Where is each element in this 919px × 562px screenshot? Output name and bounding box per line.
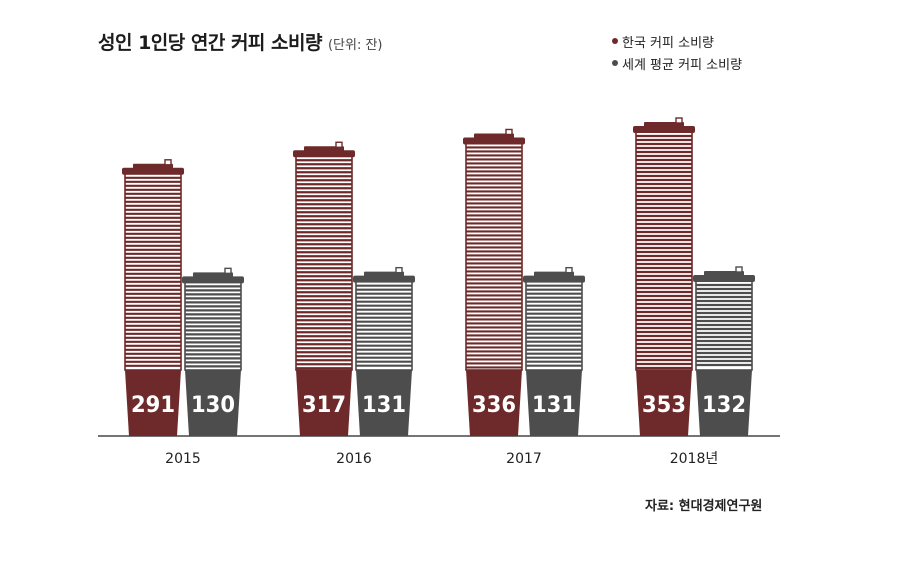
bar-lid-top-world-2017 [534,271,574,277]
bar-lid-top-korea-2018년 [644,122,684,127]
bar-lid-top-world-2016 [364,271,404,277]
bar-cup-world-2015 [185,370,241,436]
legend-marker-korea [612,38,618,44]
bar-lid-tab-korea-2016 [335,141,343,148]
bar-stripes-world-2015 [185,285,241,368]
data-label-world-2016: 131 [362,393,406,418]
bar-cup-world-2018년 [696,370,752,436]
legend-marker-world [612,60,618,66]
bar-lid-world-2017 [523,275,585,283]
x-tick-label-2015: 2015 [165,451,201,467]
bar-lid-korea-2016 [293,150,355,158]
x-tick-label-2017: 2017 [506,451,542,467]
bar-lid-top-korea-2016 [304,146,344,152]
data-label-world-2017: 131 [532,393,576,418]
data-label-korea-2015: 291 [131,393,175,418]
bar-cup-world-2016 [356,370,412,436]
bar-lid-tab-world-2016 [395,266,403,274]
bar-stripes-world-2017 [526,284,582,367]
bar-lid-tab-korea-2015 [164,159,172,166]
legend: 한국 커피 소비량 세계 평균 커피 소비량 [612,30,742,74]
data-label-korea-2016: 317 [302,393,346,418]
x-tick-label-2018년: 2018년 [670,451,719,467]
legend-item-world: 세계 평균 커피 소비량 [612,52,742,74]
bar-stripes-korea-2015 [125,176,181,367]
bar-cup-korea-2016 [296,370,352,436]
bar-lid-top-world-2015 [193,272,233,278]
chart-title-block: 성인 1인당 연간 커피 소비량 (단위: 잔) [98,28,383,55]
x-tick-label-2016: 2016 [336,451,372,467]
bar-lid-world-2015 [182,276,244,284]
data-label-world-2018년: 132 [702,393,746,418]
bar-stripes-korea-2017 [466,146,522,369]
chart-title: 성인 1인당 연간 커피 소비량 [98,32,322,54]
bar-lid-tab-world-2017 [565,266,573,274]
bar-lid-korea-2015 [122,167,184,175]
chart-unit: (단위: 잔) [327,38,383,53]
bar-lid-korea-2018년 [633,126,695,133]
bar-cup-world-2017 [526,370,582,436]
bar-stripes-korea-2018년 [636,134,692,370]
bar-cup-korea-2017 [466,370,522,436]
data-label-korea-2017: 336 [472,393,516,418]
data-label-world-2015: 130 [191,393,235,418]
source-note: 자료: 현대경제연구원 [645,499,763,514]
legend-label-korea: 한국 커피 소비량 [622,35,714,51]
bar-lid-world-2018년 [693,275,755,283]
bar-lid-world-2016 [353,275,415,283]
bar-stripes-world-2016 [356,284,412,367]
bar-lid-tab-world-2018년 [735,266,743,273]
legend-label-world: 세계 평균 커피 소비량 [622,57,743,73]
data-label-korea-2018년: 353 [642,393,686,418]
legend-item-korea: 한국 커피 소비량 [612,30,742,52]
bar-lid-tab-korea-2018년 [675,117,683,124]
bar-lid-top-korea-2015 [133,163,173,169]
bar-stripes-world-2018년 [696,283,752,367]
bar-cup-korea-2018년 [636,370,692,436]
bar-lid-tab-world-2015 [224,267,232,275]
bar-korea-2015 [124,173,182,371]
bar-lid-korea-2017 [463,137,525,145]
bar-lid-top-world-2018년 [704,271,744,277]
bar-stripes-korea-2016 [296,159,352,370]
bar-lid-tab-korea-2017 [505,128,513,136]
bar-cup-korea-2015 [125,370,181,436]
bar-lid-top-korea-2017 [474,133,514,139]
